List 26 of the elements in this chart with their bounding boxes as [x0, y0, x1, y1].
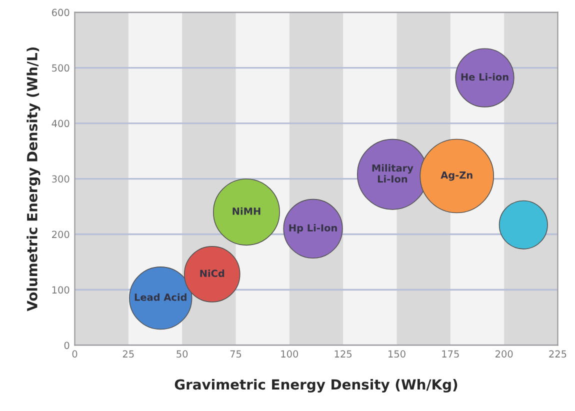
y-tick-label: 100	[52, 286, 70, 294]
y-tick-label: 500	[52, 64, 70, 72]
series-label: NiMH	[232, 207, 260, 215]
x-tick-label: 175	[442, 350, 459, 358]
series-label: Military Li-Ion	[372, 164, 414, 183]
y-tick-label: 200	[52, 230, 70, 238]
x-tick-label: 125	[334, 350, 352, 358]
series-label: Hp Li-Ion	[289, 224, 337, 234]
x-tick-label: 225	[549, 350, 566, 358]
x-tick-label: 50	[176, 350, 188, 358]
series-label: NiCd	[200, 270, 224, 278]
x-tick-label: 75	[230, 350, 242, 358]
y-tick-label: 400	[52, 120, 70, 128]
y-tick-label: 0	[64, 342, 70, 350]
y-tick-label: 300	[52, 175, 70, 183]
series-label: He Li-ion	[461, 73, 508, 81]
y-axis-title: Volumetric Energy Density (Wh/L)	[26, 47, 40, 312]
x-tick-label: 100	[281, 350, 298, 358]
y-tick-label: 600	[52, 8, 70, 16]
x-tick-label: 25	[122, 350, 134, 358]
x-tick-label: 150	[388, 350, 406, 358]
series-label: Lead Acid	[134, 293, 186, 301]
series-label: Ag-Zn	[440, 172, 472, 181]
x-tick-label: 200	[496, 350, 513, 358]
x-tick-label: 0	[72, 350, 78, 358]
x-axis-title: Gravimetric Energy Density (Wh/Kg)	[174, 378, 458, 393]
